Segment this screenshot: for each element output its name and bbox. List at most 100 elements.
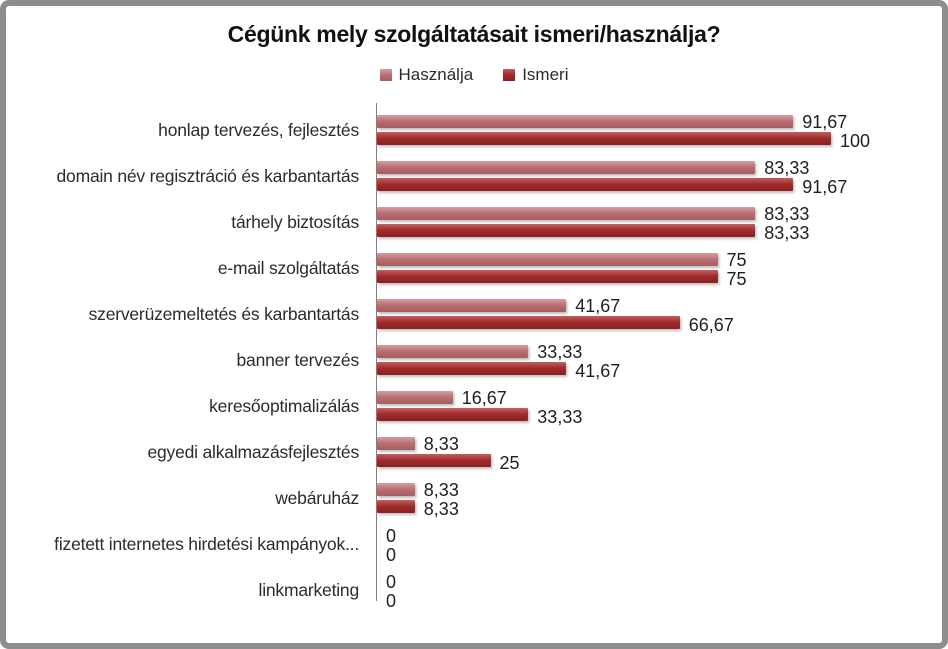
value-label-hasznalja: 8,33 bbox=[423, 433, 459, 454]
bar-line-hasznalja: 16,67 bbox=[377, 389, 582, 407]
category-label: linkmarketing bbox=[258, 579, 360, 600]
value-label-hasznalja: 8,33 bbox=[423, 479, 459, 500]
chart-title: Cégünk mely szolgáltatásait ismeri/haszn… bbox=[227, 21, 721, 47]
value-label-ismeri: 33,33 bbox=[537, 406, 583, 427]
bar-ismeri bbox=[377, 454, 491, 467]
bar-hasznalja bbox=[377, 115, 794, 128]
bar-group: 0 0 bbox=[377, 525, 397, 564]
bar-line-ismeri: 8,33 bbox=[377, 500, 459, 518]
bar-line-hasznalja: 8,33 bbox=[377, 433, 520, 454]
bar-line-ismeri: 75 bbox=[377, 270, 747, 288]
value-label-hasznalja: 0 bbox=[386, 571, 397, 592]
value-label-hasznalja: 41,67 bbox=[575, 295, 621, 316]
legend-label-ismeri: Ismeri bbox=[522, 65, 569, 84]
legend-item-ismeri: Ismeri bbox=[503, 65, 568, 85]
category-row: tárhely biztosítás 83,33 83,33 bbox=[6, 199, 942, 245]
category-label: egyedi alkalmazásfejlesztés bbox=[147, 441, 359, 462]
bar-ismeri bbox=[377, 178, 794, 191]
value-label-hasznalja: 91,67 bbox=[802, 111, 848, 132]
value-label-hasznalja: 33,33 bbox=[537, 341, 583, 362]
value-label-hasznalja: 83,33 bbox=[764, 203, 810, 224]
legend-label-hasznalja: Használja bbox=[398, 65, 474, 84]
value-label-hasznalja: 0 bbox=[386, 525, 397, 546]
bar-group: 0 0 bbox=[377, 571, 397, 610]
category-row: e-mail szolgáltatás 75 75 bbox=[6, 245, 942, 291]
category-label: keresőoptimalizálás bbox=[209, 395, 359, 416]
value-label-ismeri: 0 bbox=[386, 590, 397, 611]
bar-line-hasznalja: 41,67 bbox=[377, 295, 734, 316]
bar-ismeri bbox=[377, 362, 567, 375]
value-label-ismeri: 100 bbox=[840, 130, 871, 151]
bar-line-ismeri: 25 bbox=[377, 454, 520, 472]
bar-ismeri bbox=[377, 408, 529, 421]
category-label: domain név regisztráció és karbantartás bbox=[56, 165, 360, 186]
value-label-ismeri: 8,33 bbox=[423, 498, 459, 519]
category-row: fizetett internetes hirdetési kampányok.… bbox=[6, 521, 942, 567]
category-label: tárhely biztosítás bbox=[231, 211, 359, 232]
plot-area: honlap tervezés, fejlesztés 91,67 100 do… bbox=[6, 103, 942, 613]
bar-ismeri bbox=[377, 500, 415, 513]
category-row: linkmarketing 0 0 bbox=[6, 567, 942, 613]
bar-hasznalja bbox=[377, 253, 718, 266]
bar-hasznalja bbox=[377, 437, 415, 450]
bar-hasznalja bbox=[377, 345, 529, 358]
category-label: webáruház bbox=[275, 487, 359, 508]
bar-group: 41,67 66,67 bbox=[377, 295, 734, 334]
category-row: webáruház 8,33 8,33 bbox=[6, 475, 942, 521]
bar-group: 16,67 33,33 bbox=[377, 389, 582, 426]
bar-ismeri bbox=[377, 224, 756, 237]
bar-line-hasznalja: 0 bbox=[377, 571, 397, 592]
bar-hasznalja bbox=[377, 391, 453, 404]
category-row: banner tervezés 33,33 41,67 bbox=[6, 337, 942, 383]
value-label-ismeri: 75 bbox=[726, 268, 747, 289]
value-label-ismeri: 66,67 bbox=[688, 314, 734, 335]
category-axis-line bbox=[376, 103, 377, 601]
value-label-ismeri: 83,33 bbox=[764, 222, 810, 243]
bar-ismeri bbox=[377, 316, 680, 329]
bar-line-hasznalja: 8,33 bbox=[377, 479, 459, 500]
value-label-hasznalja: 83,33 bbox=[764, 157, 810, 178]
legend-item-hasznalja: Használja bbox=[379, 65, 474, 85]
value-label-ismeri: 25 bbox=[499, 452, 520, 473]
bar-line-ismeri: 41,67 bbox=[377, 362, 620, 380]
bar-line-hasznalja: 75 bbox=[377, 249, 747, 270]
bar-group: 83,33 83,33 bbox=[377, 203, 810, 242]
category-row: domain név regisztráció és karbantartás … bbox=[6, 153, 942, 199]
legend-swatch-hasznalja bbox=[379, 69, 392, 81]
bar-ismeri bbox=[377, 132, 831, 145]
value-label-ismeri: 0 bbox=[386, 544, 397, 565]
bar-line-ismeri: 100 bbox=[377, 132, 870, 150]
bar-group: 75 75 bbox=[377, 249, 747, 288]
category-label: fizetett internetes hirdetési kampányok.… bbox=[54, 533, 359, 554]
value-label-ismeri: 41,67 bbox=[575, 360, 621, 381]
category-row: honlap tervezés, fejlesztés 91,67 100 bbox=[6, 107, 942, 153]
bar-line-ismeri: 0 bbox=[377, 592, 396, 610]
category-row: szerverüzemeltetés és karbantartás 41,67… bbox=[6, 291, 942, 337]
legend: Használja Ismeri bbox=[6, 65, 942, 85]
category-label: honlap tervezés, fejlesztés bbox=[158, 119, 359, 140]
bar-group: 8,33 8,33 bbox=[377, 479, 459, 518]
bar-line-hasznalja: 91,67 bbox=[377, 111, 870, 132]
bar-line-ismeri: 33,33 bbox=[377, 408, 582, 426]
bar-line-ismeri: 0 bbox=[377, 546, 396, 564]
bar-group: 8,33 25 bbox=[377, 433, 520, 472]
legend-swatch-ismeri bbox=[503, 69, 516, 81]
bar-line-hasznalja: 0 bbox=[377, 525, 397, 546]
bar-group: 33,33 41,67 bbox=[377, 341, 620, 380]
bar-group: 83,33 91,67 bbox=[377, 157, 847, 196]
bar-line-hasznalja: 33,33 bbox=[377, 341, 620, 362]
category-label: szerverüzemeltetés és karbantartás bbox=[88, 303, 360, 324]
value-label-hasznalja: 75 bbox=[726, 249, 747, 270]
bar-hasznalja bbox=[377, 483, 415, 496]
bar-group: 91,67 100 bbox=[377, 111, 870, 150]
bar-line-ismeri: 91,67 bbox=[377, 178, 847, 196]
value-label-ismeri: 91,67 bbox=[802, 176, 848, 197]
bar-line-ismeri: 83,33 bbox=[377, 224, 809, 242]
bar-ismeri bbox=[377, 270, 718, 283]
bar-line-hasznalja: 83,33 bbox=[377, 203, 810, 224]
category-row: keresőoptimalizálás 16,67 33,33 bbox=[6, 383, 942, 429]
bar-line-hasznalja: 83,33 bbox=[377, 157, 847, 178]
bar-hasznalja bbox=[377, 207, 756, 220]
category-label: e-mail szolgáltatás bbox=[217, 257, 359, 278]
